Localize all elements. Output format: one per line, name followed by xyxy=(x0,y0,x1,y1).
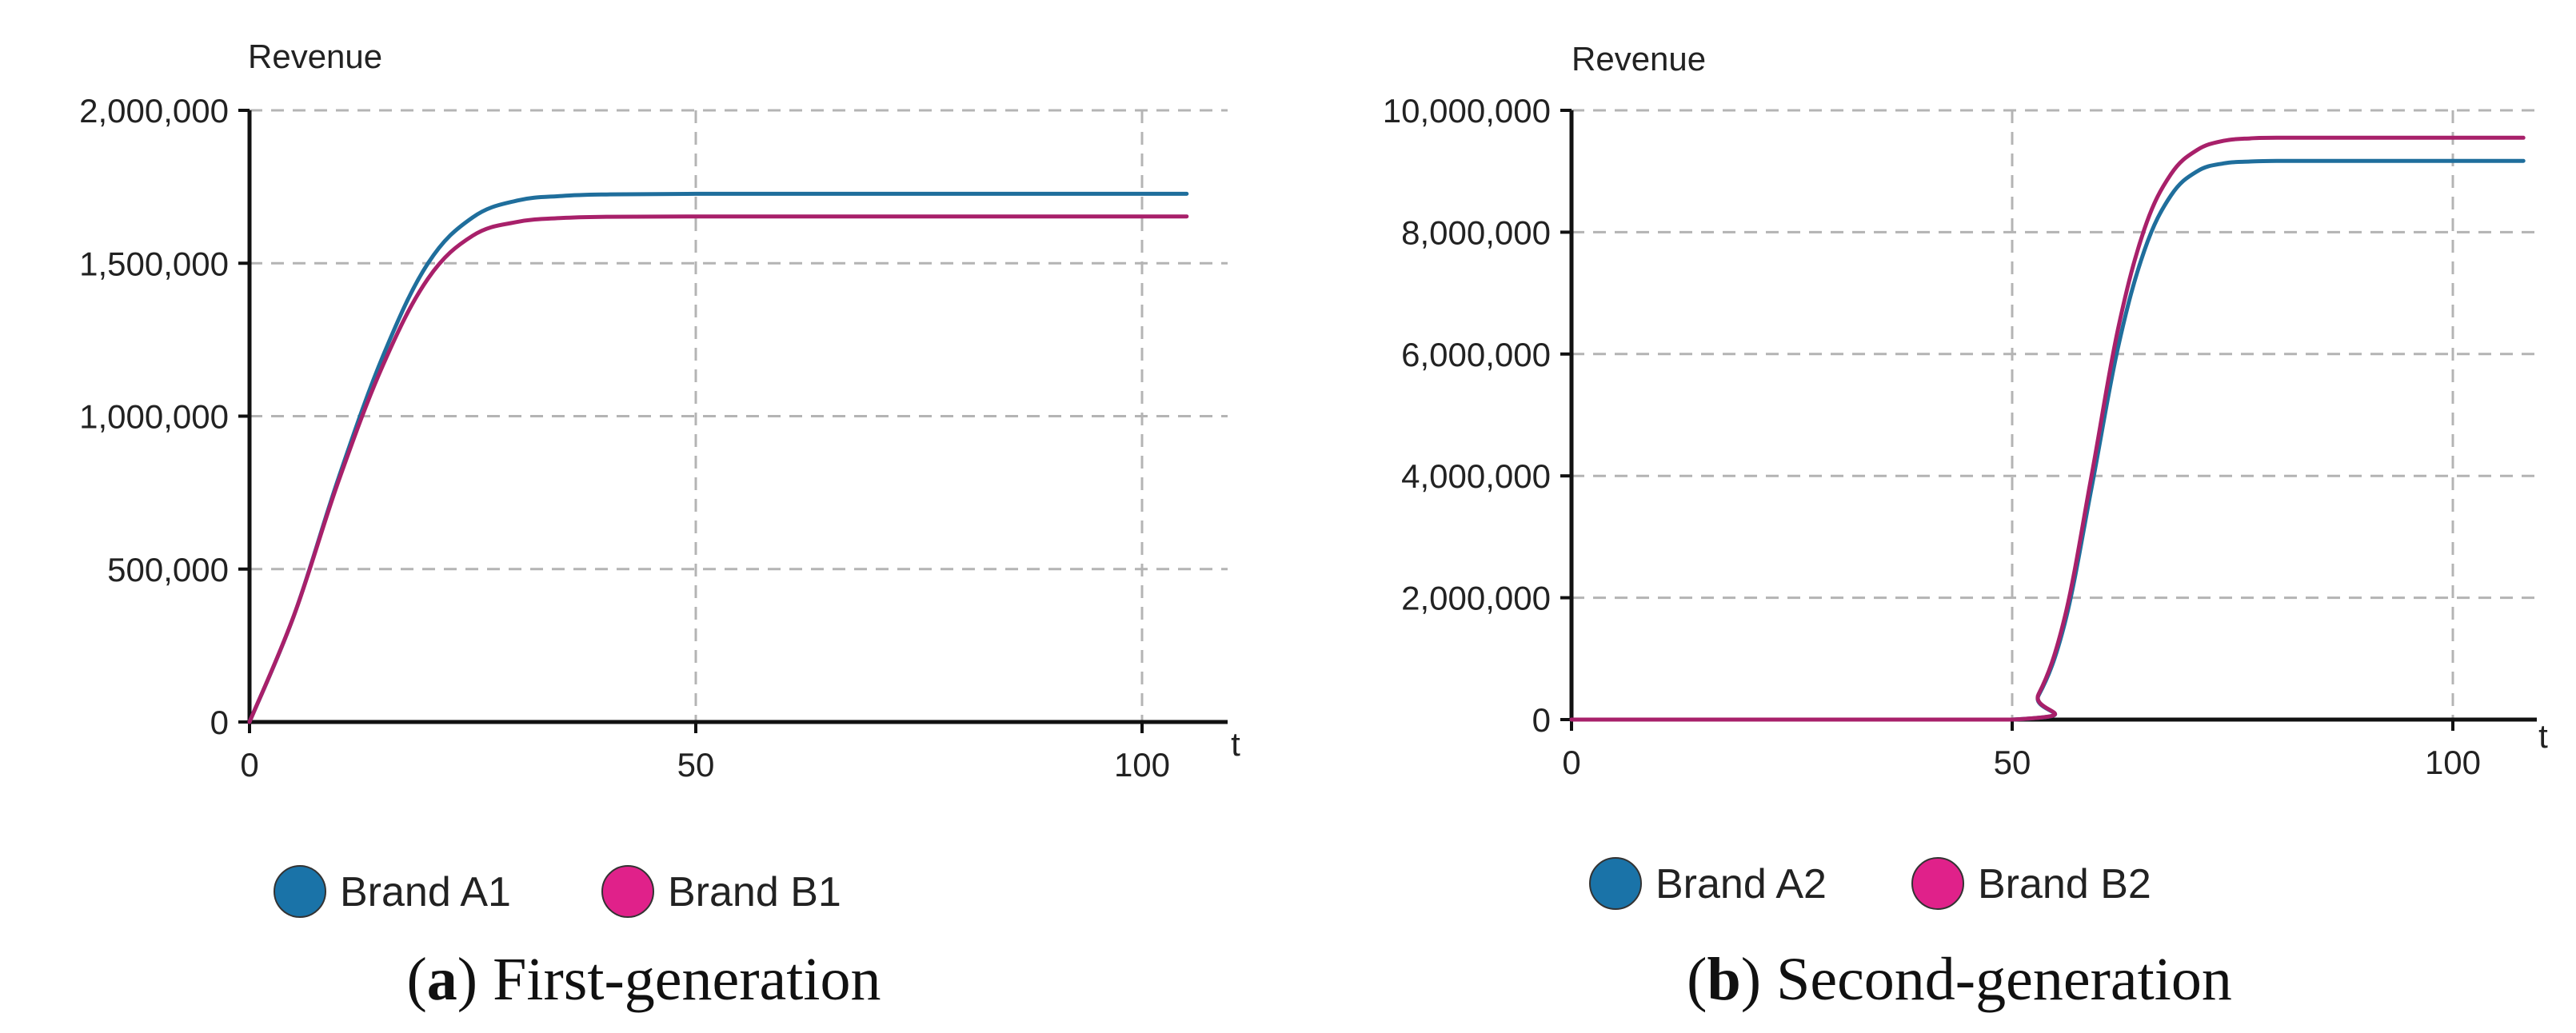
caption-text: Second-generation xyxy=(1776,946,2232,1013)
caption-paren-close: ) xyxy=(1741,946,1776,1013)
x-tick-label: 100 xyxy=(2425,744,2481,781)
y-tick-label: 2,000,000 xyxy=(1401,580,1551,617)
x-tick-label: 0 xyxy=(1562,744,1580,781)
y-axis-title: Revenue xyxy=(1572,40,1706,78)
y-axis-title: Revenue xyxy=(248,38,382,75)
legend-label: Brand B1 xyxy=(668,869,841,915)
y-tick-label: 2,000,000 xyxy=(79,92,229,130)
y-tick-label: 6,000,000 xyxy=(1401,336,1551,373)
caption-text: First-generation xyxy=(493,946,881,1013)
y-tick-label: 10,000,000 xyxy=(1383,92,1551,130)
caption-paren-close: ) xyxy=(457,946,493,1013)
legend-label: Brand A2 xyxy=(1655,861,1827,907)
x-tick-label: 50 xyxy=(1994,744,2031,781)
y-tick-label: 1,000,000 xyxy=(79,398,229,436)
y-tick-label: 0 xyxy=(210,704,229,741)
caption-paren-open: ( xyxy=(406,946,426,1013)
series-line-brand-a1 xyxy=(247,191,1189,724)
series-line-brand-b2 xyxy=(1569,135,2526,722)
legend-marker xyxy=(601,865,654,918)
series-line-brand-b1 xyxy=(247,214,1189,724)
caption-letter: a xyxy=(427,946,457,1013)
legend-marker xyxy=(1911,857,1964,910)
x-axis-title: t xyxy=(1231,725,1240,763)
legend-label: Brand B2 xyxy=(1978,861,2151,907)
x-tick-label: 50 xyxy=(677,746,715,784)
x-tick-label: 100 xyxy=(1114,746,1170,784)
y-tick-label: 1,500,000 xyxy=(79,245,229,282)
x-tick-label: 0 xyxy=(240,746,258,784)
y-tick-label: 500,000 xyxy=(107,551,229,588)
panel-first-generation: 0 500,000 1,000,000 1,500,000 2,000,000 0 50 10… xyxy=(79,38,1240,1013)
series-line-brand-a2 xyxy=(1569,158,2526,722)
legend-label: Brand A1 xyxy=(340,869,511,915)
y-tick-label: 0 xyxy=(1532,701,1551,739)
legend-marker xyxy=(274,865,326,918)
legend-marker xyxy=(1589,857,1642,910)
y-tick-label: 8,000,000 xyxy=(1401,213,1551,251)
x-axis-title: t xyxy=(2538,717,2548,755)
y-tick-label: 4,000,000 xyxy=(1401,457,1551,495)
panel-caption: (a) First-generation xyxy=(406,946,881,1013)
caption-letter: b xyxy=(1707,946,1740,1013)
panel-caption: (b) Second-generation xyxy=(1687,946,2232,1013)
panel-second-generation: 0 2,000,000 4,000,000 6,000,000 8,000,000 10,… xyxy=(1383,40,2548,1013)
caption-paren-open: ( xyxy=(1687,946,1707,1013)
